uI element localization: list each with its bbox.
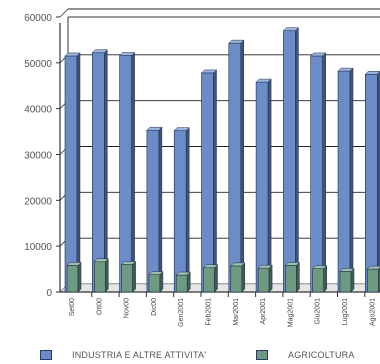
- bars: [64, 27, 380, 293]
- bar-agricoltura: [257, 264, 273, 293]
- x-axis-ticks: Set00 Ott00 Nov00 Dic00 Gen2001 Feb2001 Mar200…: [69, 292, 376, 327]
- legend-swatch-industria: [40, 350, 52, 360]
- x-tick-label: Mar2001: [233, 298, 240, 326]
- bar-industria: [200, 69, 218, 293]
- bar-industria: [228, 39, 245, 293]
- bar-industria: [64, 52, 81, 293]
- grid-diagonal: [59, 8, 69, 18]
- bar-agricoltura: [93, 258, 109, 293]
- legend-item-industria: INDUSTRIA E ALTRE ATTIVITA': [40, 348, 206, 362]
- grid-lines: [59, 8, 380, 293]
- axes: [59, 16, 380, 293]
- x-tick-label: Set00: [69, 298, 76, 316]
- bar-agricoltura: [312, 265, 328, 293]
- x-tick-label: Lug2001: [342, 298, 349, 325]
- legend-label-industria: INDUSTRIA E ALTRE ATTIVITA': [72, 350, 207, 360]
- x-tick-label: Dic00: [151, 298, 158, 316]
- bar-agricoltura: [175, 271, 191, 293]
- bar-industria: [337, 67, 354, 293]
- bar-agricoltura: [120, 260, 137, 293]
- y-tick-label: 60000: [24, 13, 52, 24]
- y-tick-label: 30000: [24, 151, 52, 162]
- y-tick-label: 20000: [24, 196, 52, 207]
- bar-industria: [310, 52, 327, 293]
- x-tick-label: Ott00: [96, 298, 103, 315]
- y-tick-label: 0: [46, 288, 52, 299]
- bar-agricoltura: [230, 262, 246, 293]
- x-tick-label: Gen2001: [178, 298, 185, 327]
- bar-agricoltura: [66, 261, 82, 293]
- x-tick-label: Ago2001: [369, 298, 376, 326]
- bar-industria: [91, 49, 108, 293]
- y-tick-label: 40000: [24, 105, 52, 116]
- legend-label-agricoltura: AGRICOLTURA: [288, 350, 355, 360]
- legend-swatch-agricoltura: [256, 350, 268, 360]
- x-tick-label: Apr2001: [260, 298, 267, 325]
- x-tick-label: Nov00: [124, 298, 131, 318]
- bar-industria: [282, 27, 300, 293]
- bar-agricoltura: [202, 264, 219, 293]
- bar-agricoltura: [148, 270, 164, 293]
- legend-item-agricoltura: AGRICOLTURA: [256, 348, 355, 362]
- bar-industria: [364, 71, 380, 293]
- x-tick-label: Mag2001: [287, 298, 294, 327]
- bar-industria: [146, 126, 163, 293]
- y-axis-ticks: 0 10000 20000 30000 40000 50000 60000: [24, 13, 60, 299]
- bar-industria: [118, 51, 136, 293]
- y-tick-label: 10000: [24, 242, 52, 253]
- bar-industria: [173, 127, 190, 293]
- bar-industria: [255, 78, 272, 293]
- y-tick-label: 50000: [24, 59, 52, 70]
- bar-agricoltura: [284, 261, 301, 293]
- bar-agricoltura: [366, 265, 380, 293]
- x-tick-label: Giu2001: [315, 298, 322, 325]
- bar-agricoltura: [339, 267, 355, 293]
- x-tick-label: Feb2001: [206, 298, 213, 326]
